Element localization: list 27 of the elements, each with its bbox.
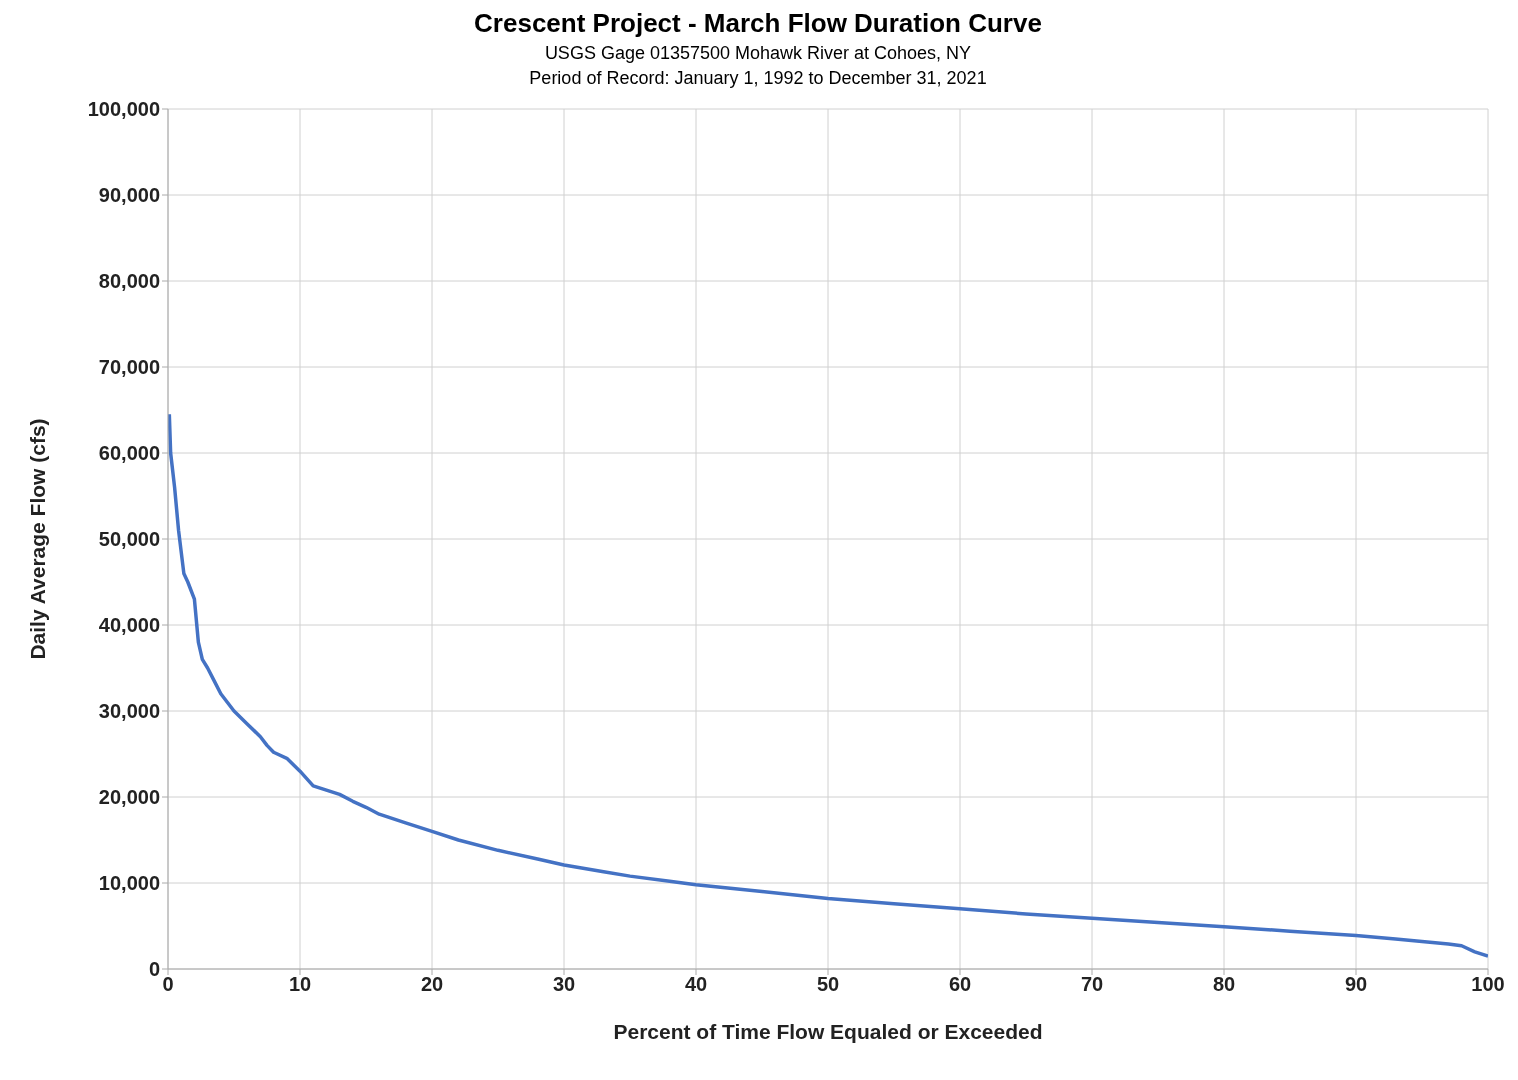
x-axis-title: Percent of Time Flow Equaled or Exceeded [613, 1020, 1043, 1043]
x-tick-label: 50 [816, 973, 840, 996]
x-tick-label: 80 [1212, 973, 1236, 996]
chart-title: Crescent Project - March Flow Duration Curve [473, 8, 1043, 39]
x-tick-label: 70 [1080, 973, 1104, 996]
x-tick-label: 0 [162, 973, 174, 996]
x-tick-label: 100 [1471, 973, 1505, 996]
x-tick-label: 10 [288, 973, 312, 996]
x-tick-label: 40 [684, 973, 708, 996]
x-tick-label: 60 [948, 973, 972, 996]
y-tick-label: 90,000 [98, 184, 160, 207]
y-tick-label: 50,000 [98, 528, 160, 551]
y-tick-label: 20,000 [98, 786, 160, 809]
y-tick-label: 40,000 [98, 614, 160, 637]
x-tick-label: 20 [420, 973, 444, 996]
y-tick-label: 30,000 [98, 700, 160, 723]
y-tick-label: 10,000 [98, 872, 160, 895]
y-tick-label: 100,000 [87, 98, 160, 121]
x-tick-label: 90 [1344, 973, 1368, 996]
y-tick-label: 60,000 [98, 442, 160, 465]
y-axis-title: Daily Average Flow (cfs) [26, 418, 50, 660]
line-series [168, 412, 1488, 958]
x-tick-label: 30 [552, 973, 576, 996]
chart-subtitle: USGS Gage 01357500 Mohawk River at Cohoes, NY Period of Record: January 1, 1992 to December 31, 2021 [528, 43, 988, 89]
y-tick-label: 70,000 [98, 356, 160, 379]
y-tick-label: 80,000 [98, 270, 160, 293]
y-tick-label: 0 [148, 958, 160, 981]
